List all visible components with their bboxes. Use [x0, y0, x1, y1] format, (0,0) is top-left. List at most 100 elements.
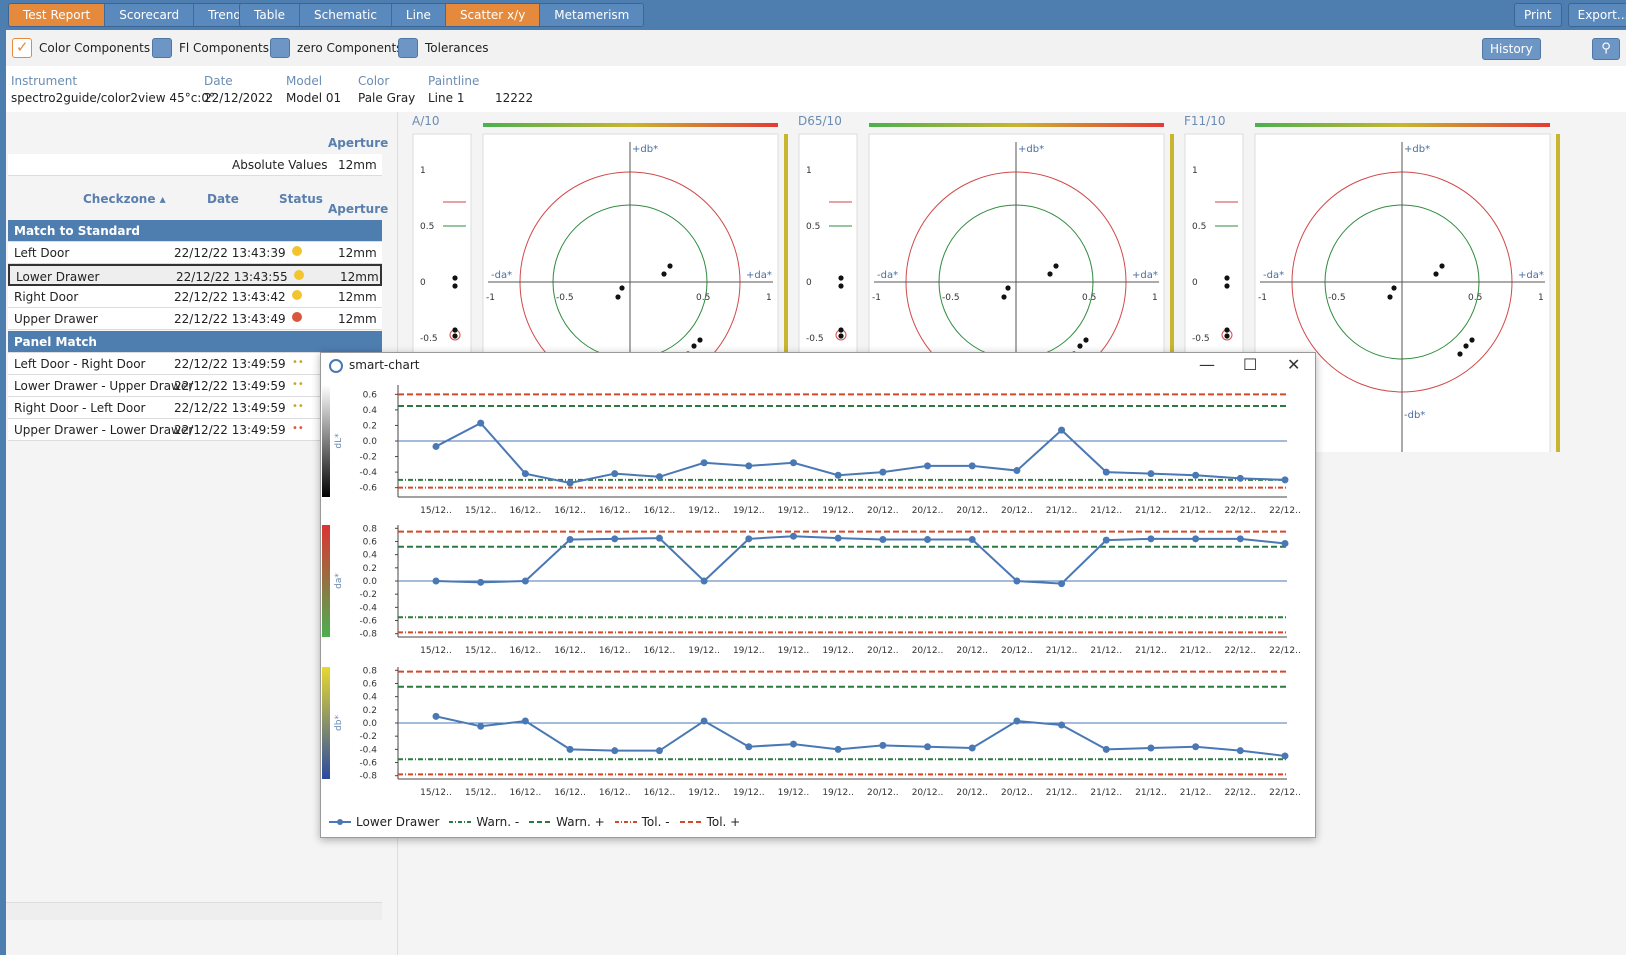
col-status[interactable]: Status	[279, 192, 323, 206]
tab-test-report[interactable]: Test Report	[9, 4, 106, 26]
dl-point[interactable]	[1224, 333, 1230, 339]
legend-tol-plus[interactable]: Tol. +	[679, 815, 741, 829]
scatter-point[interactable]	[615, 294, 621, 300]
search-icon[interactable]: ⚲	[1592, 38, 1620, 60]
col-aperture[interactable]: Aperture	[328, 202, 389, 216]
tab-scorecard[interactable]: Scorecard	[105, 4, 195, 26]
tab-table[interactable]: Table	[240, 4, 301, 26]
data-point[interactable]	[521, 470, 529, 478]
data-point[interactable]	[924, 462, 932, 470]
data-point[interactable]	[1058, 426, 1066, 434]
data-point[interactable]	[1236, 535, 1244, 543]
dl-point[interactable]	[452, 283, 458, 289]
data-point[interactable]	[1236, 474, 1244, 482]
dl-point[interactable]	[838, 275, 844, 281]
table-row[interactable]: Right Door 22/12/22 13:43:42 12mm	[8, 286, 382, 308]
export-button[interactable]: Export...	[1567, 3, 1626, 27]
table-row[interactable]: Left Door 22/12/22 13:43:39 12mm	[8, 242, 382, 264]
data-point[interactable]	[1147, 744, 1155, 752]
legend-tol-minus[interactable]: Tol. -	[614, 815, 670, 829]
maximize-icon[interactable]: ☐	[1243, 355, 1258, 374]
data-point[interactable]	[1013, 577, 1021, 585]
scatter-point[interactable]	[1053, 263, 1059, 269]
data-point[interactable]	[968, 535, 976, 543]
dl-point[interactable]	[452, 275, 458, 281]
legend-warn-minus[interactable]: Warn. -	[449, 815, 520, 829]
data-point[interactable]	[655, 534, 663, 542]
legend-warn-plus[interactable]: Warn. +	[529, 815, 605, 829]
data-point[interactable]	[789, 740, 797, 748]
scatter-point[interactable]	[1457, 351, 1463, 357]
data-point[interactable]	[968, 744, 976, 752]
table-row[interactable]: Upper Drawer - Lower Drawer 22/12/22 13:4…	[8, 419, 382, 441]
data-point[interactable]	[745, 743, 753, 751]
table-row[interactable]: Upper Drawer 22/12/22 13:43:49 12mm	[8, 308, 382, 330]
data-point[interactable]	[1058, 580, 1066, 588]
data-point[interactable]	[611, 470, 619, 478]
data-point[interactable]	[879, 741, 887, 749]
close-icon[interactable]: ✕	[1287, 355, 1301, 374]
scatter-point[interactable]	[1047, 271, 1053, 277]
data-point[interactable]	[477, 722, 485, 730]
legend-lower-drawer[interactable]: Lower Drawer	[329, 815, 439, 829]
tab-scatter[interactable]: Scatter x/y	[445, 4, 541, 26]
tab-metamerism[interactable]: Metamerism	[540, 4, 644, 26]
dl-point[interactable]	[1224, 327, 1230, 333]
dl-point[interactable]	[452, 327, 458, 333]
scatter-point[interactable]	[667, 263, 673, 269]
data-point[interactable]	[1102, 745, 1110, 753]
scatter-point[interactable]	[661, 271, 667, 277]
checkbox-icon[interactable]	[270, 38, 290, 58]
data-point[interactable]	[924, 743, 932, 751]
data-point[interactable]	[655, 473, 663, 481]
scatter-point[interactable]	[691, 343, 697, 349]
dl-point[interactable]	[452, 333, 458, 339]
data-point[interactable]	[1192, 743, 1200, 751]
data-point[interactable]	[521, 577, 529, 585]
dl-point[interactable]	[1224, 283, 1230, 289]
scatter-point[interactable]	[619, 285, 625, 291]
option-fl-components[interactable]: Fl Components	[152, 38, 269, 58]
data-point[interactable]	[700, 459, 708, 467]
scatter-point[interactable]	[1391, 285, 1397, 291]
scatter-point[interactable]	[1439, 263, 1445, 269]
data-point[interactable]	[611, 747, 619, 755]
data-point[interactable]	[1013, 717, 1021, 725]
checkbox-checked-icon[interactable]	[12, 38, 32, 58]
scatter-point[interactable]	[1077, 343, 1083, 349]
option-color-components[interactable]: Color Components	[12, 38, 150, 58]
option-tolerances[interactable]: Tolerances	[398, 38, 488, 58]
data-point[interactable]	[1281, 476, 1289, 484]
data-point[interactable]	[432, 712, 440, 720]
data-point[interactable]	[566, 479, 574, 487]
group-panel-match[interactable]: Panel Match	[8, 331, 382, 353]
dl-point[interactable]	[838, 327, 844, 333]
dl-point[interactable]	[838, 333, 844, 339]
group-match-to-standard[interactable]: Match to Standard	[8, 220, 382, 242]
scatter-point[interactable]	[1387, 294, 1393, 300]
data-point[interactable]	[566, 535, 574, 543]
data-point[interactable]	[432, 577, 440, 585]
data-point[interactable]	[1013, 467, 1021, 475]
data-point[interactable]	[521, 717, 529, 725]
data-point[interactable]	[745, 535, 753, 543]
horizontal-scrollbar[interactable]	[6, 902, 382, 920]
tab-schematic[interactable]: Schematic	[300, 4, 392, 26]
scatter-point[interactable]	[1469, 337, 1475, 343]
scatter-point[interactable]	[1463, 343, 1469, 349]
data-point[interactable]	[1102, 536, 1110, 544]
table-row[interactable]: Left Door - Right Door 22/12/22 13:49:59 •…	[8, 353, 382, 375]
data-point[interactable]	[1236, 747, 1244, 755]
data-point[interactable]	[968, 462, 976, 470]
data-point[interactable]	[834, 471, 842, 479]
data-point[interactable]	[834, 534, 842, 542]
checkbox-icon[interactable]	[398, 38, 418, 58]
data-point[interactable]	[655, 747, 663, 755]
table-row[interactable]: Right Door - Left Door 22/12/22 13:49:59 •…	[8, 397, 382, 419]
data-point[interactable]	[924, 535, 932, 543]
scatter-point[interactable]	[1083, 337, 1089, 343]
option-zero-components[interactable]: zero Components	[270, 38, 402, 58]
dl-point[interactable]	[1224, 275, 1230, 281]
col-checkzone[interactable]: Checkzone ▴	[83, 192, 166, 206]
table-row[interactable]: Lower Drawer 22/12/22 13:43:55 12mm	[8, 264, 382, 286]
